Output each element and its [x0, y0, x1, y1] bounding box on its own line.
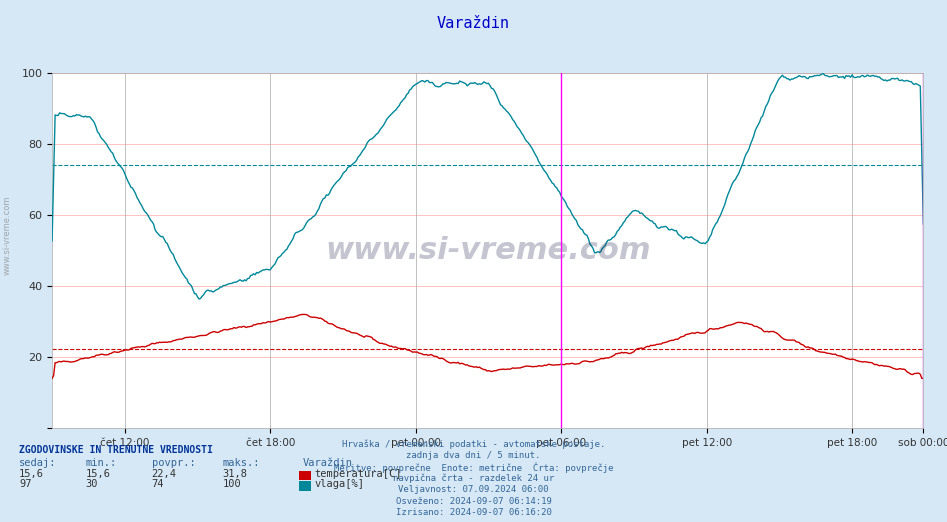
Text: www.si-vreme.com: www.si-vreme.com: [325, 236, 651, 265]
Text: 31,8: 31,8: [223, 469, 247, 479]
Text: temperatura[C]: temperatura[C]: [314, 469, 402, 479]
Text: Hrvaška / vremenski podatki - avtomatske postaje.: Hrvaška / vremenski podatki - avtomatske…: [342, 440, 605, 449]
Text: 100: 100: [223, 479, 241, 489]
Text: Meritve: povprečne  Enote: metrične  Črta: povprečje: Meritve: povprečne Enote: metrične Črta:…: [333, 462, 614, 473]
Text: 74: 74: [152, 479, 164, 489]
Text: 15,6: 15,6: [19, 469, 44, 479]
Text: Varaždin: Varaždin: [437, 16, 510, 31]
Text: www.si-vreme.com: www.si-vreme.com: [3, 195, 12, 275]
Text: vlaga[%]: vlaga[%]: [314, 479, 365, 489]
Text: 97: 97: [19, 479, 31, 489]
Text: navpična črta - razdelek 24 ur: navpična črta - razdelek 24 ur: [393, 474, 554, 483]
Text: 15,6: 15,6: [85, 469, 110, 479]
Text: Veljavnost: 07.09.2024 06:00: Veljavnost: 07.09.2024 06:00: [399, 485, 548, 494]
Text: maks.:: maks.:: [223, 458, 260, 468]
Text: ZGODOVINSKE IN TRENUTNE VREDNOSTI: ZGODOVINSKE IN TRENUTNE VREDNOSTI: [19, 445, 213, 455]
Text: min.:: min.:: [85, 458, 116, 468]
Text: Izrisano: 2024-09-07 06:16:20: Izrisano: 2024-09-07 06:16:20: [396, 508, 551, 517]
Text: Osveženo: 2024-09-07 06:14:19: Osveženo: 2024-09-07 06:14:19: [396, 497, 551, 506]
Text: 30: 30: [85, 479, 98, 489]
Text: povpr.:: povpr.:: [152, 458, 195, 468]
Text: sedaj:: sedaj:: [19, 458, 57, 468]
Text: Varaždin: Varaždin: [303, 458, 353, 468]
Text: zadnja dva dni / 5 minut.: zadnja dva dni / 5 minut.: [406, 451, 541, 460]
Text: 22,4: 22,4: [152, 469, 176, 479]
